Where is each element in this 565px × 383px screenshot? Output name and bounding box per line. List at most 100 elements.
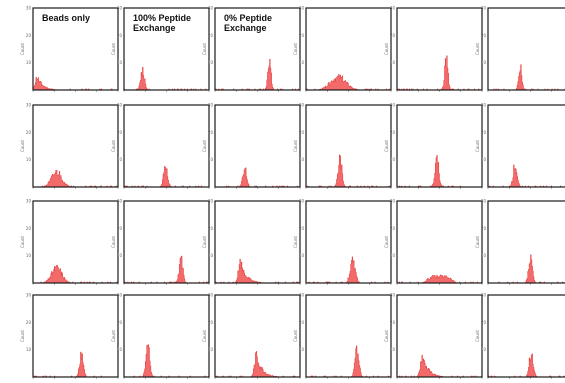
panel-frame	[32, 294, 119, 378]
y-tick-label: 30	[117, 6, 123, 11]
panel-title: Exchange	[224, 23, 267, 33]
histogram-panel: 10 20 30 Count	[475, 6, 565, 92]
panel-frame	[123, 7, 210, 91]
y-tick-label: 20	[26, 226, 32, 231]
y-tick-label: 10	[481, 157, 487, 162]
y-tick-label: 30	[26, 103, 32, 108]
histogram-panel: 10 20 30 Count	[111, 293, 210, 379]
y-axis-label: Count	[384, 330, 389, 342]
y-axis-label: Count	[20, 43, 25, 55]
y-axis-label: Count	[202, 140, 207, 152]
panel-frame	[487, 7, 565, 91]
histogram-panel: 10 20 30 Count	[111, 199, 210, 285]
panel-frame	[305, 200, 392, 284]
histogram-panel: 10 20 30 Count	[111, 103, 210, 189]
y-axis-label: Count	[384, 43, 389, 55]
histogram-bars	[488, 164, 565, 188]
histogram-bars	[33, 265, 119, 284]
y-tick-label: 20	[390, 33, 396, 38]
y-tick-label: 10	[26, 157, 32, 162]
y-tick-label: 30	[208, 199, 214, 204]
y-tick-label: 30	[299, 293, 305, 298]
y-tick-label: 20	[481, 33, 487, 38]
y-tick-label: 10	[299, 60, 305, 65]
histogram-bars	[215, 167, 300, 188]
histogram-bars	[487, 353, 565, 378]
panel-frame	[487, 200, 565, 284]
histogram-panel: 10 20 30 Count	[475, 103, 565, 189]
panel-title: Beads only	[42, 13, 90, 23]
y-tick-label: 30	[117, 103, 123, 108]
y-axis-label: Count	[202, 330, 207, 342]
y-tick-label: 10	[208, 60, 214, 65]
panel-frame	[305, 104, 392, 188]
panel-frame	[214, 200, 301, 284]
panel-frame	[32, 104, 119, 188]
y-tick-label: 20	[208, 33, 214, 38]
y-tick-label: 20	[299, 130, 305, 135]
y-tick-label: 10	[208, 157, 214, 162]
panel-title: 0% Peptide	[224, 13, 272, 23]
y-tick-label: 30	[390, 199, 396, 204]
y-tick-label: 10	[208, 253, 214, 258]
y-tick-label: 20	[117, 320, 123, 325]
histogram-bars	[215, 258, 300, 284]
histogram-panel: 10 20 30 Count	[202, 199, 301, 285]
y-tick-label: 30	[208, 6, 214, 11]
y-tick-label: 10	[481, 60, 487, 65]
y-axis-label: Count	[20, 236, 25, 248]
panel-frame	[396, 104, 483, 188]
y-tick-label: 20	[117, 130, 123, 135]
y-tick-label: 30	[390, 103, 396, 108]
histogram-panel: 10 20 30 Count	[293, 6, 392, 92]
histogram-panel: 10 20 30 Count	[202, 103, 301, 189]
y-tick-label: 20	[299, 33, 305, 38]
panel-frame	[123, 200, 210, 284]
y-axis-label: Count	[293, 140, 298, 152]
y-tick-label: 30	[117, 199, 123, 204]
y-tick-label: 10	[117, 347, 123, 352]
y-axis-label: Count	[111, 330, 116, 342]
histogram-bars	[123, 66, 209, 91]
histogram-panel: 10 20 30 Count Beads only	[20, 6, 119, 92]
y-tick-label: 20	[26, 130, 32, 135]
y-tick-label: 30	[117, 293, 123, 298]
y-tick-label: 20	[390, 226, 396, 231]
y-axis-label: Count	[20, 330, 25, 342]
histogram-bars	[306, 154, 391, 188]
histogram-bars	[397, 274, 483, 284]
y-axis-label: Count	[202, 236, 207, 248]
y-axis-label: Count	[475, 330, 480, 342]
y-tick-label: 20	[481, 320, 487, 325]
y-tick-label: 10	[26, 60, 32, 65]
panel-frame	[32, 200, 119, 284]
histogram-bars	[306, 73, 391, 91]
histogram-bars	[32, 77, 118, 91]
y-tick-label: 20	[117, 33, 123, 38]
histogram-bars	[123, 255, 210, 284]
histogram-panel: 10 20 30 Count	[293, 199, 392, 285]
y-tick-label: 10	[117, 157, 123, 162]
histogram-panel: 10 20 30 Count	[20, 293, 119, 379]
y-tick-label: 30	[208, 293, 214, 298]
y-tick-label: 20	[481, 226, 487, 231]
y-tick-label: 10	[299, 347, 305, 352]
histogram-panel: 10 20 30 Count	[475, 293, 565, 379]
y-tick-label: 10	[390, 347, 396, 352]
panel-frame	[396, 294, 483, 378]
histogram-panel: 10 20 30 Count	[293, 103, 392, 189]
histogram-bars	[488, 64, 565, 91]
histogram-panel: 10 20 30 Count	[20, 103, 119, 189]
y-tick-label: 20	[208, 130, 214, 135]
y-tick-label: 20	[26, 320, 32, 325]
panel-frame	[123, 104, 210, 188]
y-tick-label: 20	[208, 320, 214, 325]
histogram-bars	[215, 58, 300, 91]
y-tick-label: 30	[208, 103, 214, 108]
histogram-bars	[123, 166, 209, 188]
y-tick-label: 20	[481, 130, 487, 135]
panel-frame	[487, 294, 565, 378]
y-axis-label: Count	[293, 236, 298, 248]
